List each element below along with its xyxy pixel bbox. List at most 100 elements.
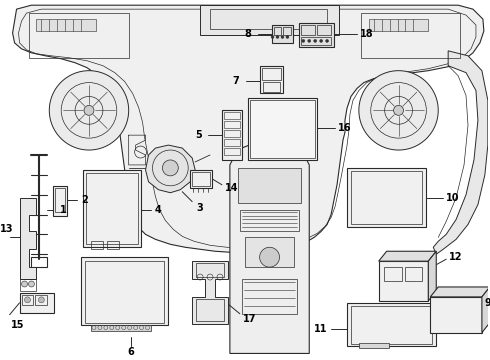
Bar xyxy=(245,237,294,267)
Text: 18: 18 xyxy=(360,29,373,39)
Bar xyxy=(240,210,299,231)
Bar xyxy=(91,241,103,249)
Bar xyxy=(351,306,432,343)
Bar xyxy=(224,121,240,128)
Bar xyxy=(224,148,240,155)
Bar xyxy=(299,23,334,47)
Bar xyxy=(53,186,67,216)
Bar xyxy=(210,9,327,29)
Bar xyxy=(263,82,280,91)
Polygon shape xyxy=(13,5,484,252)
Circle shape xyxy=(314,39,317,42)
Text: 13: 13 xyxy=(0,224,13,234)
Circle shape xyxy=(302,39,305,42)
Circle shape xyxy=(22,281,27,287)
Bar xyxy=(224,112,240,119)
Text: 5: 5 xyxy=(195,130,201,140)
Bar xyxy=(250,100,315,158)
Bar xyxy=(260,66,283,94)
Bar xyxy=(22,295,33,305)
Circle shape xyxy=(49,71,129,150)
Text: 8: 8 xyxy=(245,29,251,39)
Polygon shape xyxy=(192,261,228,324)
Bar xyxy=(196,299,224,321)
Circle shape xyxy=(162,160,178,176)
Polygon shape xyxy=(482,287,490,333)
Bar xyxy=(83,170,141,247)
Bar xyxy=(301,25,315,35)
Bar xyxy=(242,279,297,314)
Circle shape xyxy=(359,71,438,150)
Bar xyxy=(20,293,54,313)
Text: 16: 16 xyxy=(338,123,352,133)
Circle shape xyxy=(276,35,279,39)
Text: 12: 12 xyxy=(449,252,463,262)
Bar xyxy=(369,19,428,31)
Text: 17: 17 xyxy=(243,314,256,324)
Bar xyxy=(301,37,331,45)
Bar xyxy=(107,241,119,249)
Circle shape xyxy=(28,281,34,287)
Circle shape xyxy=(84,105,94,115)
Bar xyxy=(222,111,242,160)
Bar xyxy=(359,342,389,348)
Circle shape xyxy=(24,297,30,303)
Circle shape xyxy=(260,247,279,267)
Bar xyxy=(85,261,164,323)
Bar xyxy=(224,130,240,137)
Bar xyxy=(31,257,48,267)
Circle shape xyxy=(319,39,322,42)
Bar xyxy=(283,27,292,35)
Bar xyxy=(351,171,422,224)
Bar xyxy=(91,325,150,330)
Bar xyxy=(36,19,96,31)
Bar xyxy=(81,257,169,325)
Bar xyxy=(347,168,426,228)
Bar xyxy=(405,267,422,281)
Circle shape xyxy=(393,105,403,115)
Bar xyxy=(379,261,428,301)
Bar xyxy=(347,303,436,346)
Circle shape xyxy=(281,35,284,39)
Polygon shape xyxy=(430,287,490,297)
Bar xyxy=(20,279,36,291)
Bar xyxy=(271,25,294,43)
Bar xyxy=(384,267,401,281)
Bar xyxy=(317,25,331,35)
Circle shape xyxy=(286,35,289,39)
Polygon shape xyxy=(433,51,488,254)
Text: 9: 9 xyxy=(485,298,490,308)
Text: 6: 6 xyxy=(127,347,134,357)
Polygon shape xyxy=(230,142,309,354)
Polygon shape xyxy=(379,251,436,261)
Bar xyxy=(238,168,301,203)
Bar xyxy=(196,263,224,277)
Circle shape xyxy=(271,35,274,39)
Text: 2: 2 xyxy=(82,195,88,204)
Bar xyxy=(55,188,65,212)
Polygon shape xyxy=(146,145,195,193)
Text: 1: 1 xyxy=(60,204,67,215)
Circle shape xyxy=(326,39,329,42)
Bar xyxy=(262,68,281,80)
Bar xyxy=(200,5,339,35)
Polygon shape xyxy=(20,198,36,279)
Bar xyxy=(273,27,281,35)
Text: 11: 11 xyxy=(315,324,328,334)
Bar xyxy=(430,297,482,333)
Bar xyxy=(192,172,210,186)
Bar xyxy=(248,98,317,160)
Text: 3: 3 xyxy=(197,203,203,213)
Text: 7: 7 xyxy=(232,76,239,86)
Text: 4: 4 xyxy=(155,204,162,215)
Circle shape xyxy=(308,39,311,42)
Text: 15: 15 xyxy=(11,320,24,330)
Circle shape xyxy=(38,297,44,303)
Bar xyxy=(29,13,129,58)
Bar xyxy=(224,139,240,146)
Polygon shape xyxy=(428,251,436,301)
Bar xyxy=(86,173,138,244)
Bar xyxy=(361,13,460,58)
Text: 14: 14 xyxy=(225,183,239,193)
Text: 10: 10 xyxy=(446,193,460,203)
